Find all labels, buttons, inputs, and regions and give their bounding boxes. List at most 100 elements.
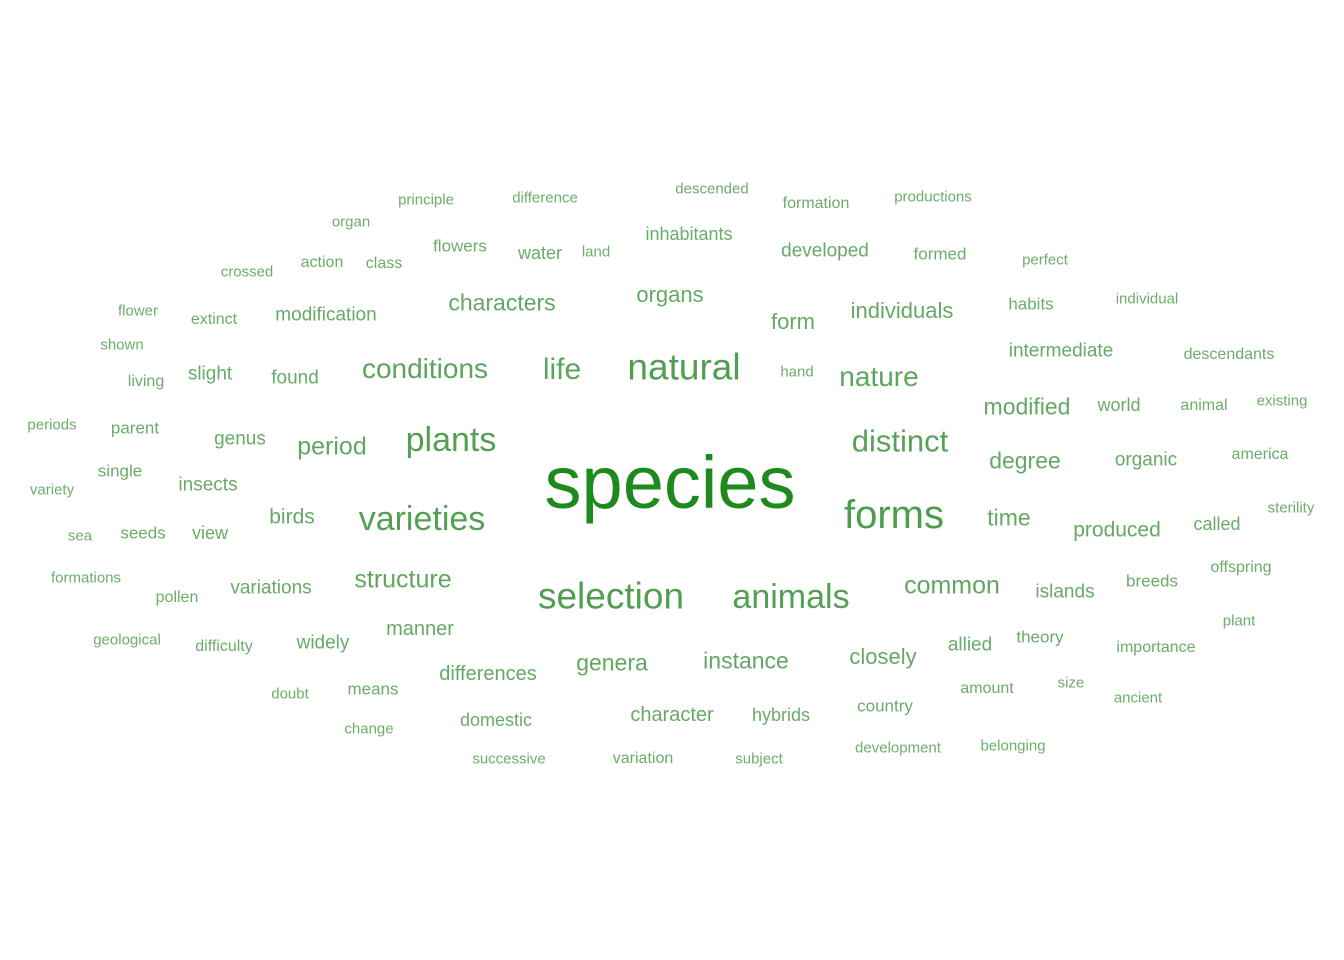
word-seeds: seeds: [120, 523, 166, 543]
word-natural: natural: [627, 346, 741, 388]
word-geological: geological: [93, 631, 161, 649]
word-successive: successive: [472, 750, 546, 768]
word-differences: differences: [439, 663, 537, 685]
word-forms: forms: [844, 493, 944, 537]
word-selection: selection: [537, 575, 685, 617]
word-descended: descended: [675, 180, 749, 198]
word-theory: theory: [1016, 627, 1064, 647]
word-flowers: flowers: [433, 236, 487, 256]
word-breeds: breeds: [1126, 571, 1178, 591]
word-plant: plant: [1222, 612, 1256, 630]
word-variety: variety: [29, 481, 75, 499]
word-formation: formation: [782, 195, 850, 212]
word-class: class: [365, 255, 403, 272]
word-existing: existing: [1256, 392, 1308, 410]
word-insects: insects: [178, 474, 238, 496]
word-conditions: conditions: [361, 353, 489, 384]
word-plants: plants: [405, 421, 497, 459]
word-islands: islands: [1035, 581, 1095, 603]
word-sea: sea: [67, 527, 93, 545]
word-water: water: [517, 243, 563, 263]
word-closely: closely: [849, 644, 917, 669]
word-periods: periods: [27, 416, 77, 434]
word-hybrids: hybrids: [751, 705, 811, 725]
word-variation: variation: [612, 750, 674, 767]
word-means: means: [347, 679, 399, 699]
word-perfect: perfect: [1022, 251, 1068, 269]
word-character: character: [630, 704, 714, 726]
word-variations: variations: [230, 577, 312, 599]
word-shown: shown: [100, 336, 144, 354]
word-intermediate: intermediate: [1008, 340, 1114, 362]
word-characters: characters: [448, 289, 556, 316]
word-genera: genera: [576, 649, 648, 676]
word-action: action: [300, 254, 344, 271]
word-developed: developed: [781, 240, 869, 262]
word-change: change: [344, 720, 394, 738]
word-produced: produced: [1073, 518, 1161, 542]
word-offspring: offspring: [1210, 559, 1272, 576]
word-belonging: belonging: [980, 737, 1046, 755]
word-slight: slight: [187, 363, 233, 385]
word-country: country: [857, 696, 913, 716]
word-life: life: [542, 353, 582, 386]
word-birds: birds: [269, 505, 315, 529]
word-organ: organ: [331, 213, 371, 231]
word-distinct: distinct: [851, 423, 949, 459]
word-subject: subject: [735, 750, 783, 768]
word-living: living: [127, 373, 165, 390]
word-animals: animals: [732, 578, 850, 616]
word-habits: habits: [1008, 294, 1054, 314]
word-individuals: individuals: [850, 298, 954, 323]
word-descendants: descendants: [1183, 346, 1275, 363]
word-modified: modified: [983, 393, 1071, 420]
word-period: period: [297, 432, 367, 461]
word-pollen: pollen: [155, 589, 199, 606]
word-degree: degree: [989, 447, 1061, 474]
word-principle: principle: [398, 191, 454, 209]
word-genus: genus: [214, 428, 266, 450]
word-manner: manner: [386, 618, 454, 640]
word-sterility: sterility: [1267, 499, 1315, 517]
word-time: time: [987, 504, 1031, 531]
word-development: development: [855, 739, 941, 757]
word-nature: nature: [839, 361, 919, 392]
word-varieties: varieties: [358, 500, 486, 538]
word-amount: amount: [960, 680, 1014, 697]
word-found: found: [271, 367, 319, 389]
word-land: land: [581, 243, 611, 261]
word-formations: formations: [50, 569, 122, 587]
word-world: world: [1097, 395, 1141, 415]
word-view: view: [191, 523, 229, 543]
word-form: form: [771, 309, 815, 334]
word-organs: organs: [636, 282, 704, 307]
word-animal: animal: [1180, 397, 1228, 414]
word-hand: hand: [780, 363, 814, 381]
word-formed: formed: [913, 244, 967, 264]
word-parent: parent: [110, 418, 160, 438]
word-ancient: ancient: [1113, 689, 1163, 707]
word-productions: productions: [894, 188, 972, 206]
word-difference: difference: [512, 189, 578, 207]
word-common: common: [904, 571, 1000, 600]
word-america: america: [1231, 446, 1289, 463]
word-extinct: extinct: [190, 311, 238, 328]
word-modification: modification: [275, 304, 377, 326]
word-called: called: [1193, 514, 1241, 534]
word-importance: importance: [1116, 639, 1196, 656]
word-organic: organic: [1114, 449, 1178, 471]
word-widely: widely: [296, 632, 350, 654]
word-domestic: domestic: [459, 710, 533, 730]
word-doubt: doubt: [271, 685, 309, 703]
word-difficulty: difficulty: [195, 638, 253, 655]
word-single: single: [97, 461, 143, 481]
word-inhabitants: inhabitants: [645, 224, 733, 244]
word-size: size: [1057, 674, 1085, 692]
word-instance: instance: [703, 647, 789, 674]
word-structure: structure: [354, 565, 452, 594]
word-flower: flower: [117, 302, 159, 320]
word-allied: allied: [947, 634, 993, 656]
word-individual: individual: [1115, 290, 1179, 308]
word-crossed: crossed: [220, 263, 274, 281]
